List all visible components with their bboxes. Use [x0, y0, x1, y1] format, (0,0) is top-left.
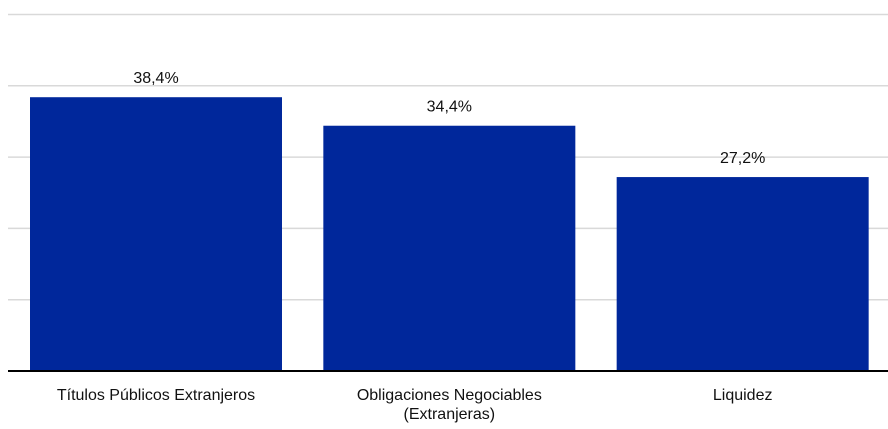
category-label-1-line-0: Obligaciones Negociables [357, 387, 542, 404]
category-label-0: Títulos Públicos Extranjeros [57, 387, 255, 404]
value-labels: 38,4% 34,4% 27,2% [133, 70, 765, 167]
value-label-0: 38,4% [133, 70, 178, 87]
value-label-1: 34,4% [427, 99, 472, 116]
bar-1 [323, 125, 576, 371]
category-label-1-line-1: (Extranjeras) [404, 406, 496, 423]
bar-0 [30, 97, 282, 371]
category-label-2: Liquidez [713, 387, 773, 404]
bar-2 [616, 177, 869, 371]
category-label-2-line-0: Liquidez [713, 387, 773, 404]
category-labels: Títulos Públicos Extranjeros Obligaciones… [57, 387, 773, 423]
bars [30, 97, 869, 371]
value-label-2: 27,2% [720, 150, 765, 167]
category-label-1: Obligaciones Negociables (Extranjeras) [357, 387, 542, 423]
category-label-0-line-0: Títulos Públicos Extranjeros [57, 387, 255, 404]
